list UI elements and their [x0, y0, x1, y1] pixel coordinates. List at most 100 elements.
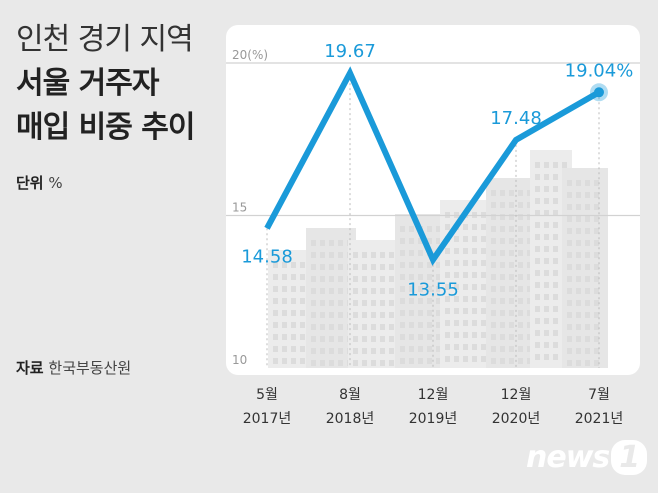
building-window	[463, 308, 468, 314]
building-window	[535, 354, 540, 360]
building-window	[454, 308, 459, 314]
building-window	[329, 240, 334, 246]
building-window	[273, 322, 278, 328]
building-window	[594, 192, 599, 198]
building-window	[500, 286, 505, 292]
building-window	[500, 322, 505, 328]
building-window	[338, 300, 343, 306]
building-window	[409, 286, 414, 292]
building-window	[553, 294, 558, 300]
building-window	[389, 264, 394, 270]
building-window	[409, 226, 414, 232]
building-window	[454, 272, 459, 278]
building-window	[463, 248, 468, 254]
building-window	[509, 286, 514, 292]
building-window	[338, 264, 343, 270]
logo-text: news	[526, 440, 610, 475]
building-window	[576, 348, 581, 354]
building-window	[567, 348, 572, 354]
building-window	[567, 324, 572, 330]
building-window	[463, 272, 468, 278]
building-window	[576, 264, 581, 270]
building-window	[320, 264, 325, 270]
building-window	[362, 252, 367, 258]
building-window	[436, 334, 441, 340]
building-window	[576, 300, 581, 306]
building-window	[567, 360, 572, 366]
building-window	[300, 358, 305, 364]
building-window	[311, 348, 316, 354]
building-window	[567, 252, 572, 258]
building-window	[291, 262, 296, 268]
building-window	[481, 344, 486, 350]
building-window	[400, 310, 405, 316]
building-window	[567, 180, 572, 186]
building-window	[585, 312, 590, 318]
building-window	[567, 336, 572, 342]
building-window	[380, 288, 385, 294]
building-window	[472, 248, 477, 254]
building-window	[491, 346, 496, 352]
building-window	[282, 358, 287, 364]
building-window	[389, 276, 394, 282]
building-window	[463, 260, 468, 266]
y-tick-label: 15	[232, 201, 247, 215]
building-window	[535, 330, 540, 336]
source-value: 한국부동산원	[48, 359, 132, 377]
building-window	[400, 358, 405, 364]
building-window	[472, 236, 477, 242]
building-window	[300, 334, 305, 340]
source-label: 자료	[16, 359, 44, 377]
data-label: 17.48	[490, 108, 542, 129]
building-window	[509, 322, 514, 328]
building-window	[463, 296, 468, 302]
building-window	[445, 248, 450, 254]
x-tick-month: 7월	[588, 387, 610, 403]
building-window	[472, 296, 477, 302]
building-window	[576, 360, 581, 366]
building-window	[527, 334, 532, 340]
building-window	[594, 312, 599, 318]
building-window	[518, 334, 523, 340]
building-window	[400, 238, 405, 244]
building-window	[282, 262, 287, 268]
building-window	[594, 180, 599, 186]
building-window	[527, 238, 532, 244]
building-window	[311, 360, 316, 366]
building-window	[491, 310, 496, 316]
building-window	[338, 240, 343, 246]
building-window	[463, 236, 468, 242]
building-window	[472, 224, 477, 230]
building-window	[445, 344, 450, 350]
building-window	[553, 306, 558, 312]
building-window	[509, 358, 514, 364]
building-window	[353, 288, 358, 294]
guide-lines	[266, 73, 600, 368]
building-window	[353, 264, 358, 270]
building-window	[544, 306, 549, 312]
building-window	[535, 306, 540, 312]
building-window	[594, 228, 599, 234]
building-window	[353, 312, 358, 318]
building-window	[491, 250, 496, 256]
building-window	[594, 360, 599, 366]
building-window	[594, 300, 599, 306]
building-window	[527, 298, 532, 304]
building-window	[371, 252, 376, 258]
building-window	[400, 346, 405, 352]
building-window	[491, 274, 496, 280]
building-window	[409, 262, 414, 268]
building-window	[454, 320, 459, 326]
building-window	[585, 252, 590, 258]
building-window	[594, 276, 599, 282]
building-window	[418, 274, 423, 280]
building-window	[362, 336, 367, 342]
building-window	[273, 298, 278, 304]
building-window	[380, 336, 385, 342]
building-window	[353, 276, 358, 282]
building-window	[535, 222, 540, 228]
building-window	[371, 300, 376, 306]
building-window	[594, 324, 599, 330]
building-window	[491, 262, 496, 268]
logo-mark: 1	[611, 440, 648, 475]
